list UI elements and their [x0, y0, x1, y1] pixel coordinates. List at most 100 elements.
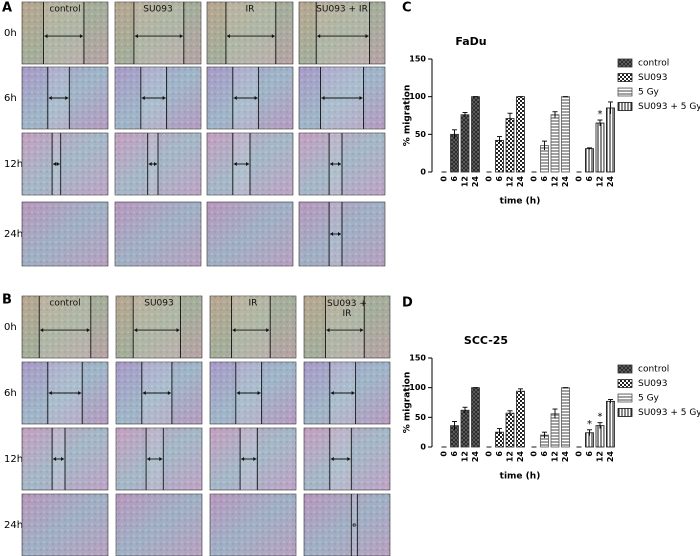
column-header: IR: [246, 5, 255, 15]
micrograph-texture: [210, 296, 296, 358]
x-tick-label: 24: [606, 176, 615, 188]
x-tick-label: 0: [440, 176, 449, 182]
x-tick-label: 24: [516, 176, 525, 188]
micrograph-texture: [207, 2, 293, 64]
x-tick-label: 12: [506, 451, 515, 462]
x-tick-label: 12: [551, 451, 560, 462]
panel-label: D: [402, 296, 413, 311]
x-tick-label: 6: [495, 176, 504, 182]
bar: [505, 412, 515, 448]
wound-area: [43, 2, 84, 64]
x-tick-label: 6: [585, 451, 594, 457]
bar: [505, 118, 515, 173]
legend-label: SU093 + 5 Gy: [638, 102, 700, 112]
legend-swatch: [617, 102, 633, 111]
wound-area: [225, 2, 276, 64]
x-tick-label: 12: [596, 451, 605, 462]
x-axis-label: time (h): [500, 472, 541, 482]
wound-area: [133, 2, 184, 64]
x-tick-label: 12: [461, 176, 470, 187]
x-tick-label: 0: [530, 176, 539, 182]
wound-area: [39, 296, 91, 358]
wound-area: [231, 296, 271, 358]
micrograph-texture: [304, 296, 390, 358]
x-tick-label: 6: [450, 176, 459, 182]
row-label: 6h: [4, 93, 17, 104]
legend-swatch: [617, 87, 633, 97]
row-label: 12h: [4, 159, 23, 170]
panel-label: C: [402, 1, 412, 16]
column-header: SU093: [144, 299, 173, 309]
bar: [516, 96, 525, 173]
legend-label: control: [638, 59, 669, 69]
micrograph-texture: [22, 2, 108, 64]
bar: [606, 400, 615, 448]
wound-area: [325, 296, 365, 358]
y-axis-label: % migration: [403, 85, 413, 147]
significance-mark: *: [598, 109, 603, 120]
legend-label: SU093: [638, 379, 667, 389]
x-tick-label: 6: [495, 451, 504, 457]
x-tick-label: 0: [530, 451, 539, 457]
column-header: SU093 + IR: [316, 5, 368, 15]
x-tick-label: 12: [551, 176, 560, 187]
column-header: control: [49, 299, 80, 309]
x-tick-label: 24: [471, 451, 480, 463]
x-tick-label: 12: [461, 451, 470, 462]
arrow-head: [53, 162, 60, 166]
bar: [585, 148, 594, 173]
micrograph-texture: [22, 202, 108, 266]
column-header: SU093 + IR: [327, 299, 367, 319]
y-tick-label: 0: [420, 443, 426, 452]
x-tick-label: 24: [561, 451, 570, 463]
bar: [495, 139, 504, 173]
x-tick-label: 0: [485, 451, 494, 457]
legend-swatch: [617, 364, 633, 374]
micrograph-texture: [210, 494, 296, 556]
column-header: SU093: [143, 5, 172, 15]
micrograph-texture: [22, 494, 108, 556]
y-tick-label: 0: [420, 168, 426, 177]
x-tick-label: 0: [575, 451, 584, 457]
y-tick-label: 150: [409, 55, 426, 64]
x-tick-label: 12: [506, 176, 515, 187]
panel-label: A: [2, 1, 12, 16]
x-axis-label: time (h): [500, 197, 541, 207]
y-tick-label: 50: [415, 413, 427, 422]
wound-area: [133, 296, 181, 358]
legend-label: 5 Gy: [638, 88, 660, 98]
x-tick-label: 6: [450, 451, 459, 457]
arrow-head: [148, 162, 157, 166]
column-header: IR: [249, 299, 258, 309]
y-tick-label: 50: [415, 130, 427, 139]
legend-swatch: [617, 58, 633, 68]
bar: [460, 114, 470, 173]
x-tick-label: 24: [561, 176, 570, 188]
micrograph-texture: [115, 2, 201, 64]
bar: [450, 133, 459, 173]
micrograph-texture: [22, 296, 108, 358]
x-tick-label: 6: [540, 176, 549, 182]
bar: [606, 107, 615, 173]
chart-title: FaDu: [455, 35, 486, 48]
arrow-head: [142, 391, 171, 395]
column-header: control: [49, 5, 80, 15]
row-label: 24h: [4, 229, 23, 240]
row-label: 0h: [4, 28, 17, 39]
x-tick-label: 0: [440, 451, 449, 457]
x-tick-label: 24: [606, 451, 615, 463]
x-tick-label: 12: [596, 176, 605, 187]
bar: [471, 387, 480, 448]
micrograph-texture: [304, 494, 390, 556]
arrow-head: [330, 162, 341, 166]
y-tick-label: 150: [409, 354, 426, 363]
micrograph-texture: [116, 494, 202, 556]
x-tick-label: 24: [516, 451, 525, 463]
y-tick-label: 100: [409, 92, 426, 101]
legend-label: SU093: [638, 73, 667, 83]
micrograph-texture: [22, 133, 108, 195]
x-tick-label: 0: [575, 176, 584, 182]
y-tick-label: 100: [409, 383, 426, 392]
micrograph-texture: [115, 202, 201, 266]
